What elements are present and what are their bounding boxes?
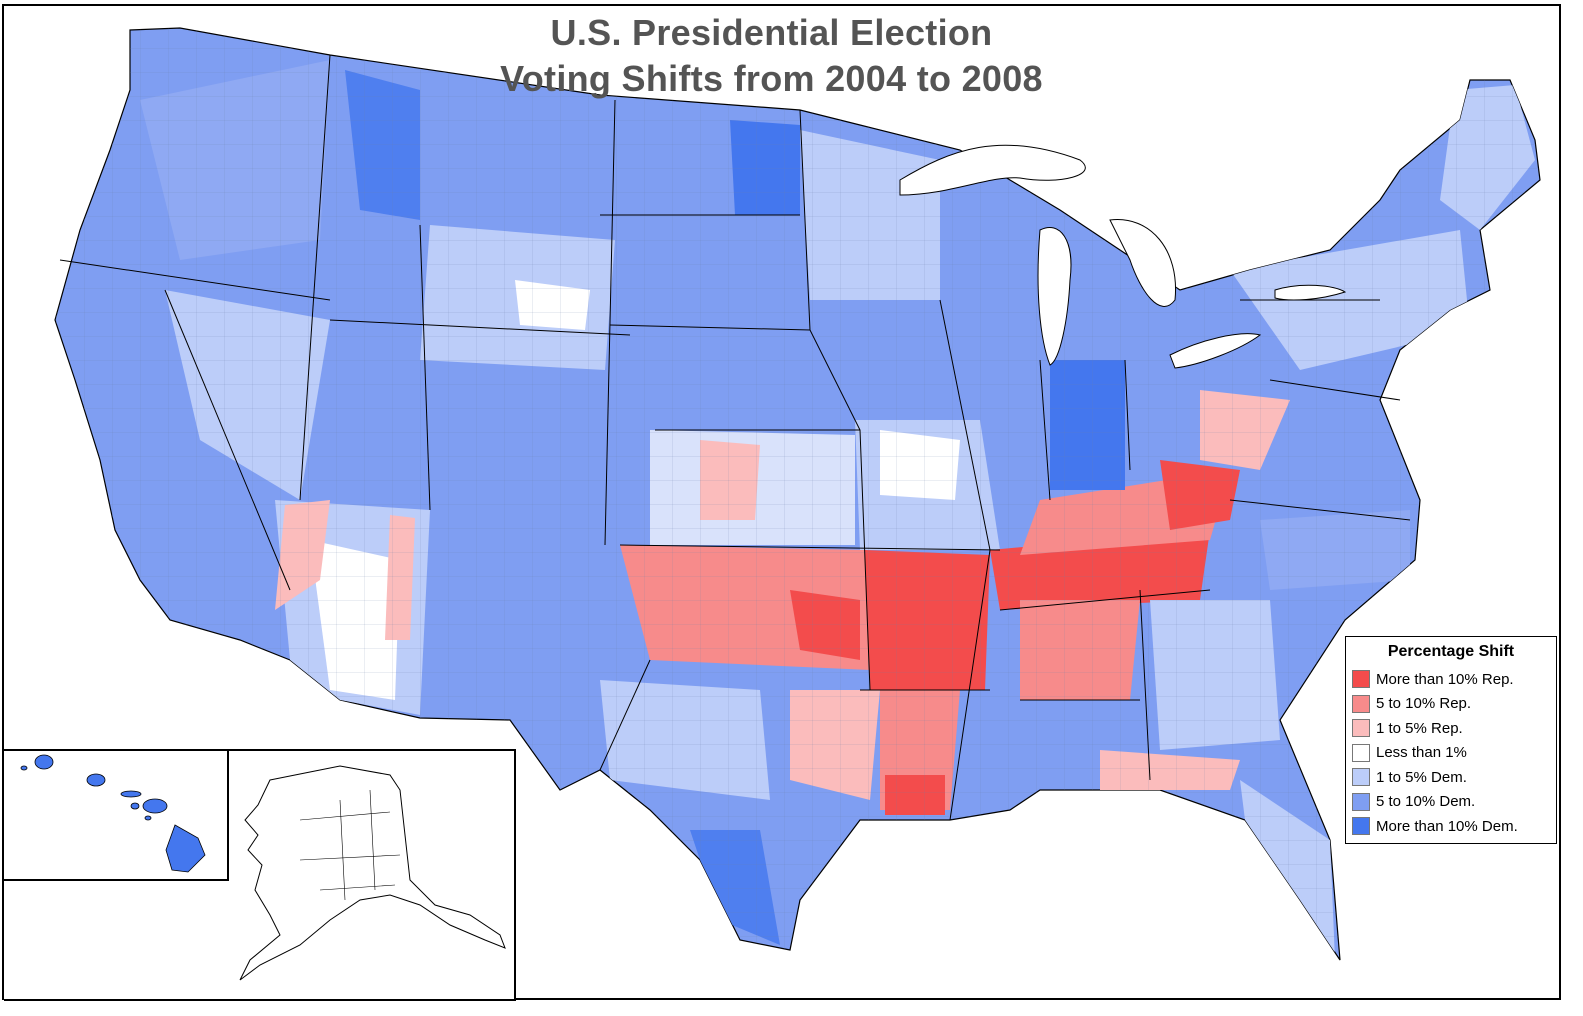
legend-item-rep-1-5: 1 to 5% Rep. xyxy=(1346,716,1556,741)
hawaii-big-island xyxy=(165,824,206,873)
lake-michigan xyxy=(1037,227,1072,366)
map-title-line-1: U.S. Presidential Election xyxy=(550,12,993,53)
state-boundaries xyxy=(59,54,1411,821)
legend-label: More than 10% Rep. xyxy=(1376,670,1514,688)
lake-erie xyxy=(1169,333,1262,369)
map-frame xyxy=(2,4,1561,1000)
hawaii-lanai xyxy=(130,802,140,810)
legend-label: 5 to 10% Rep. xyxy=(1376,695,1472,713)
map-title-line-2: Voting Shifts from 2004 to 2008 xyxy=(500,58,1043,99)
legend-swatch xyxy=(1352,670,1370,689)
hawaii xyxy=(20,754,206,873)
legend-item-dem-10-plus: More than 10% Dem. xyxy=(1346,814,1556,839)
legend-label: 1 to 5% Rep. xyxy=(1376,719,1463,737)
legend-label: 5 to 10% Dem. xyxy=(1376,793,1476,811)
hawaii-kahoolawe xyxy=(144,815,152,821)
hawaii-maui xyxy=(142,798,168,814)
lake-ontario xyxy=(1274,284,1347,301)
lake-huron xyxy=(1109,219,1177,307)
inset-hawaii-border xyxy=(4,750,229,881)
legend-item-dem-1-5: 1 to 5% Dem. xyxy=(1346,765,1556,790)
legend-item-rep-5-10: 5 to 10% Rep. xyxy=(1346,692,1556,717)
legend: Percentage Shift More than 10% Rep. 5 to… xyxy=(1345,636,1557,844)
legend-swatch xyxy=(1352,817,1370,836)
legend-item-rep-10-plus: More than 10% Rep. xyxy=(1346,667,1556,692)
legend-swatch xyxy=(1352,743,1370,762)
hawaii-molokai xyxy=(120,790,142,798)
legend-swatch xyxy=(1352,792,1370,811)
hawaii-oahu xyxy=(86,773,106,787)
legend-title: Percentage Shift xyxy=(1387,643,1515,660)
legend-swatch xyxy=(1352,768,1370,787)
legend-swatch xyxy=(1352,719,1370,738)
lake-superior xyxy=(899,144,1086,196)
hawaii-kauai xyxy=(34,754,54,770)
legend-item-dem-5-10: 5 to 10% Dem. xyxy=(1346,790,1556,815)
alaska xyxy=(239,765,506,981)
legend-swatch xyxy=(1352,694,1370,713)
hawaii-niihau xyxy=(20,765,28,771)
legend-label: Less than 1% xyxy=(1376,744,1467,762)
legend-item-neutral: Less than 1% xyxy=(1346,741,1556,766)
legend-label: More than 10% Dem. xyxy=(1376,817,1518,835)
great-lakes xyxy=(899,144,1347,369)
legend-label: 1 to 5% Dem. xyxy=(1376,768,1467,786)
inset-box xyxy=(4,749,516,1001)
